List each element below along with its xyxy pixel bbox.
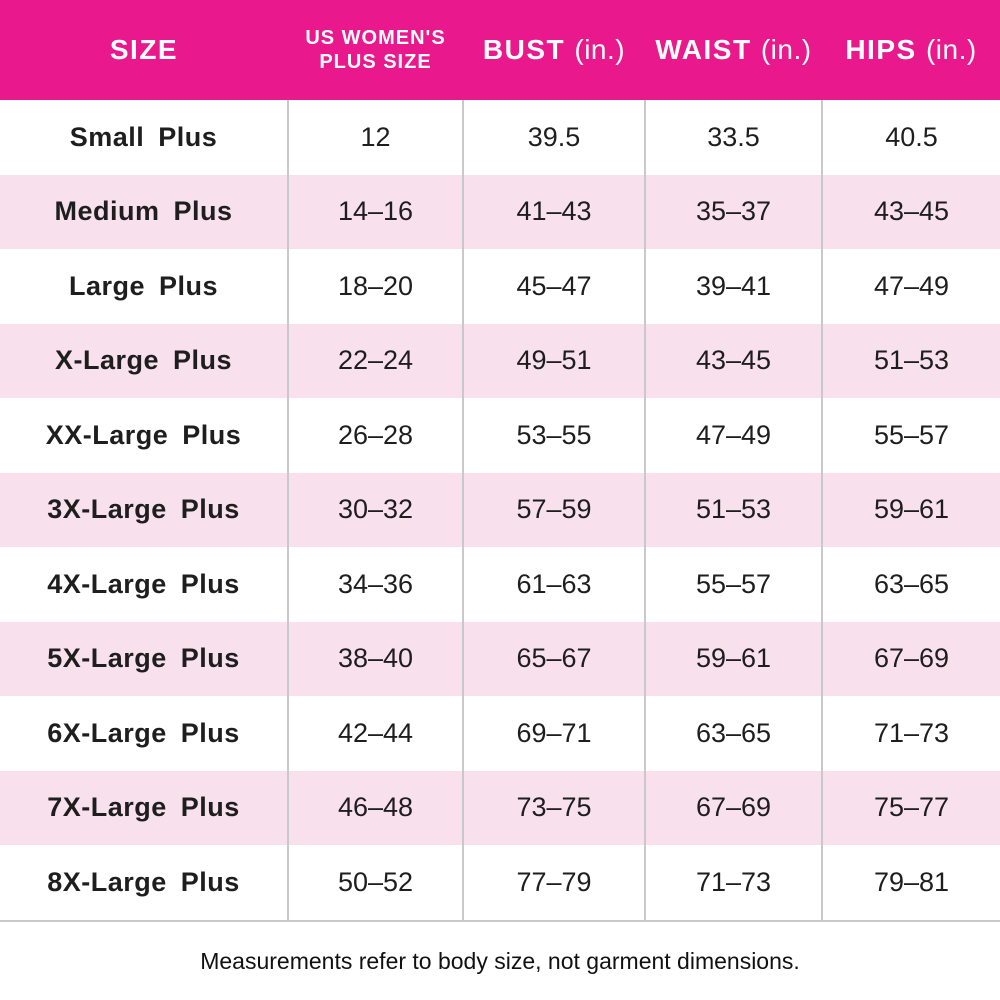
hips-value-cell: 51–53	[821, 323, 1000, 398]
col-header-us-plus-size: US WOMEN'S PLUS SIZE	[288, 0, 463, 100]
waist-value-cell: 59–61	[644, 621, 822, 696]
col-header-size: SIZE	[0, 0, 288, 100]
size-label-cell: Large Plus	[0, 249, 288, 324]
size-chart-table: SIZE US WOMEN'S PLUS SIZE BUST (in.) WAI…	[0, 0, 1000, 922]
us_plus-value-cell: 50–52	[287, 845, 463, 922]
us_plus-value-cell: 14–16	[287, 174, 463, 249]
size-label-cell: 3X-Large Plus	[0, 472, 288, 547]
col-header-hips-unit: (in.)	[925, 34, 977, 65]
size-table-body: Small Plus 12 39.5 33.5 40.5 Medium Plus 14–16…	[0, 100, 1000, 922]
header-row: SIZE US WOMEN'S PLUS SIZE BUST (in.) WAI…	[0, 0, 1000, 100]
waist-value-cell: 51–53	[644, 472, 822, 547]
waist-value-cell: 63–65	[644, 696, 822, 771]
footnote: Measurements refer to body size, not gar…	[200, 947, 800, 974]
table-row: 4X-Large Plus 34–36 61–63 55–57 63–65	[0, 547, 1000, 622]
bust-value-cell: 57–59	[462, 472, 645, 547]
size-label-cell: X-Large Plus	[0, 323, 288, 398]
hips-value-cell: 55–57	[821, 398, 1000, 473]
col-header-waist-unit: (in.)	[760, 34, 812, 65]
us_plus-value-cell: 22–24	[287, 323, 463, 398]
bust-value-cell: 65–67	[462, 621, 645, 696]
col-header-bust: BUST (in.)	[463, 0, 645, 100]
waist-value-cell: 43–45	[644, 323, 822, 398]
table-row: Small Plus 12 39.5 33.5 40.5	[0, 100, 1000, 175]
bust-value-cell: 41–43	[462, 174, 645, 249]
col-header-hips-label: HIPS	[845, 34, 917, 65]
waist-value-cell: 71–73	[644, 845, 822, 922]
bust-value-cell: 39.5	[462, 100, 645, 175]
table-row: 7X-Large Plus 46–48 73–75 67–69 75–77	[0, 770, 1000, 845]
hips-value-cell: 67–69	[821, 621, 1000, 696]
us_plus-value-cell: 42–44	[287, 696, 463, 771]
table-row: XX-Large Plus 26–28 53–55 47–49 55–57	[0, 398, 1000, 473]
bust-value-cell: 61–63	[462, 547, 645, 622]
us_plus-value-cell: 30–32	[287, 472, 463, 547]
table-row: 8X-Large Plus 50–52 77–79 71–73 79–81	[0, 845, 1000, 922]
waist-value-cell: 67–69	[644, 770, 822, 845]
size-label-cell: Small Plus	[0, 100, 288, 175]
waist-value-cell: 33.5	[644, 100, 822, 175]
size-label-cell: 5X-Large Plus	[0, 621, 288, 696]
table-row: Medium Plus 14–16 41–43 35–37 43–45	[0, 174, 1000, 249]
us_plus-value-cell: 38–40	[287, 621, 463, 696]
waist-value-cell: 35–37	[644, 174, 822, 249]
size-label-cell: XX-Large Plus	[0, 398, 288, 473]
size-label-cell: Medium Plus	[0, 174, 288, 249]
hips-value-cell: 63–65	[821, 547, 1000, 622]
bust-value-cell: 45–47	[462, 249, 645, 324]
us_plus-value-cell: 46–48	[287, 770, 463, 845]
size-label-cell: 7X-Large Plus	[0, 770, 288, 845]
table-row: 5X-Large Plus 38–40 65–67 59–61 67–69	[0, 621, 1000, 696]
col-header-hips: HIPS (in.)	[822, 0, 1000, 100]
us_plus-value-cell: 26–28	[287, 398, 463, 473]
col-header-us-plus-line2: PLUS SIZE	[319, 51, 432, 73]
us_plus-value-cell: 18–20	[287, 249, 463, 324]
col-header-bust-unit: (in.)	[574, 34, 626, 65]
table-row: X-Large Plus 22–24 49–51 43–45 51–53	[0, 323, 1000, 398]
size-label-cell: 4X-Large Plus	[0, 547, 288, 622]
hips-value-cell: 40.5	[821, 100, 1000, 175]
bust-value-cell: 53–55	[462, 398, 645, 473]
hips-value-cell: 75–77	[821, 770, 1000, 845]
hips-value-cell: 79–81	[821, 845, 1000, 922]
col-header-us-plus-line1: US WOMEN'S	[305, 27, 446, 49]
table-row: Large Plus 18–20 45–47 39–41 47–49	[0, 249, 1000, 324]
bust-value-cell: 77–79	[462, 845, 645, 922]
table-header: SIZE US WOMEN'S PLUS SIZE BUST (in.) WAI…	[0, 0, 1000, 100]
col-header-waist: WAIST (in.)	[645, 0, 822, 100]
col-header-waist-label: WAIST	[655, 34, 752, 65]
table-row: 6X-Large Plus 42–44 69–71 63–65 71–73	[0, 696, 1000, 771]
bust-value-cell: 49–51	[462, 323, 645, 398]
waist-value-cell: 39–41	[644, 249, 822, 324]
col-header-size-label: SIZE	[109, 34, 179, 65]
us_plus-value-cell: 34–36	[287, 547, 463, 622]
hips-value-cell: 47–49	[821, 249, 1000, 324]
bust-value-cell: 69–71	[462, 696, 645, 771]
col-header-bust-label: BUST	[482, 34, 566, 65]
hips-value-cell: 59–61	[821, 472, 1000, 547]
hips-value-cell: 43–45	[821, 174, 1000, 249]
size-label-cell: 6X-Large Plus	[0, 696, 288, 771]
waist-value-cell: 47–49	[644, 398, 822, 473]
bust-value-cell: 73–75	[462, 770, 645, 845]
table-row: 3X-Large Plus 30–32 57–59 51–53 59–61	[0, 472, 1000, 547]
hips-value-cell: 71–73	[821, 696, 1000, 771]
size-chart: SIZE US WOMEN'S PLUS SIZE BUST (in.) WAI…	[0, 0, 1000, 974]
us_plus-value-cell: 12	[287, 100, 463, 175]
size-label-cell: 8X-Large Plus	[0, 845, 288, 922]
waist-value-cell: 55–57	[644, 547, 822, 622]
